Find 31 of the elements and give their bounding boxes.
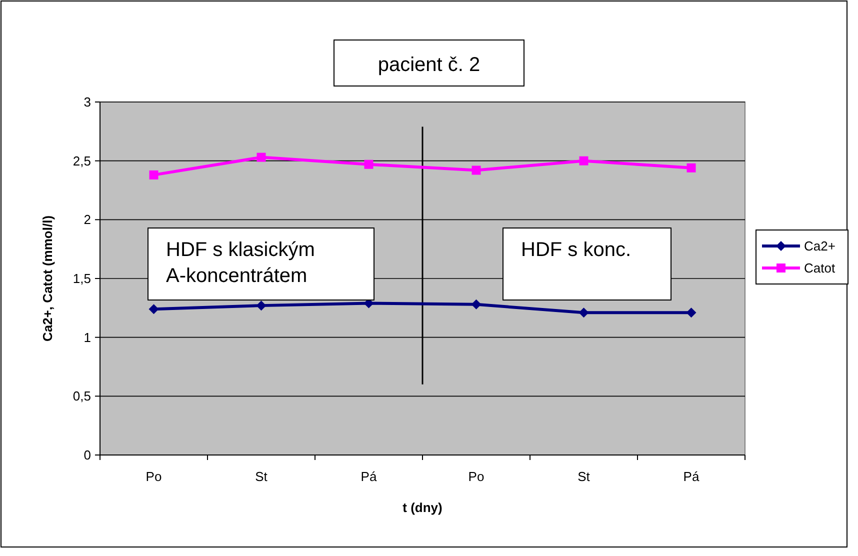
point	[256, 300, 266, 311]
x-tick-label: St	[578, 469, 590, 484]
chart-title: pacient č. 2	[378, 54, 480, 76]
x-tick-label: Po	[146, 469, 162, 484]
y-tick-label: 2,5	[72, 153, 91, 168]
y-tick-label: 0,5	[72, 388, 91, 404]
y-tick-label: 0	[84, 448, 91, 463]
annotation: HDF s klasickým A-koncentrátem	[166, 239, 315, 287]
legend-label: Catot	[804, 260, 836, 276]
legend-label: Ca2+	[804, 238, 836, 254]
x-tick-label: Pá	[683, 469, 700, 484]
point	[686, 163, 696, 172]
point	[256, 152, 266, 162]
point	[579, 156, 588, 166]
y-tick-label: 1	[84, 330, 91, 345]
x-tick-label: Pá	[360, 469, 378, 484]
point	[578, 308, 589, 318]
point	[686, 308, 696, 318]
y-tick-label: 3	[84, 94, 91, 110]
point	[472, 166, 481, 175]
x-tick-label: St	[255, 469, 268, 484]
x-axis-title: t (dny)	[402, 500, 442, 515]
point	[471, 299, 482, 310]
y-tick-label: 1,5	[72, 271, 91, 286]
point	[149, 170, 158, 180]
x-tick-label: Po	[468, 469, 484, 484]
y-tick-label: 2	[84, 212, 91, 228]
point	[148, 304, 159, 314]
y-axis-title: Ca2+, Catot (mmol/l)	[40, 215, 55, 342]
point	[364, 160, 374, 169]
annotation: HDF s konc.	[521, 239, 632, 261]
